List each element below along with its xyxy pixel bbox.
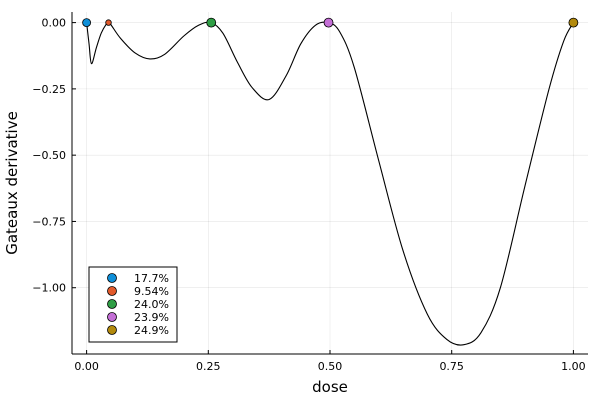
legend-marker-1: [107, 286, 117, 296]
y-axis-ticks: 0.00 −0.25 −0.50 −0.75 −1.00: [32, 17, 76, 295]
y-tick-label: −0.25: [32, 83, 66, 96]
legend-label: 9.54%: [134, 285, 169, 298]
legend: 17.7%9.54%24.0%23.9%24.9%: [88, 266, 178, 343]
y-tick-label: −0.50: [32, 149, 66, 162]
legend-marker-4: [107, 325, 117, 335]
x-axis-title: dose: [312, 378, 348, 396]
x-tick-label: 0.75: [439, 360, 464, 373]
design-point-4: [568, 17, 579, 28]
x-tick-label: 0.50: [318, 360, 343, 373]
x-tick-label: 1.00: [561, 360, 586, 373]
legend-label: 23.9%: [134, 311, 169, 324]
design-point-0: [82, 18, 92, 28]
design-point-2: [206, 17, 217, 28]
x-axis-ticks: 0.00 0.25 0.50 0.75 1.00: [74, 350, 586, 373]
legend-box: [88, 266, 178, 343]
legend-label: 17.7%: [134, 272, 169, 285]
legend-label: 24.0%: [134, 298, 169, 311]
x-tick-label: 0.00: [74, 360, 99, 373]
design-points: [82, 17, 579, 28]
design-point-1: [105, 19, 112, 26]
y-tick-label: −0.75: [32, 215, 66, 228]
x-tick-label: 0.25: [196, 360, 221, 373]
legend-marker-2: [107, 299, 117, 309]
design-point-3: [323, 17, 334, 28]
y-tick-label: 0.00: [42, 17, 67, 30]
legend-label: 24.9%: [134, 324, 169, 337]
legend-marker-3: [107, 312, 117, 322]
y-axis-title: Gateaux derivative: [3, 111, 21, 255]
legend-marker-0: [107, 273, 117, 283]
y-tick-label: −1.00: [32, 282, 66, 295]
